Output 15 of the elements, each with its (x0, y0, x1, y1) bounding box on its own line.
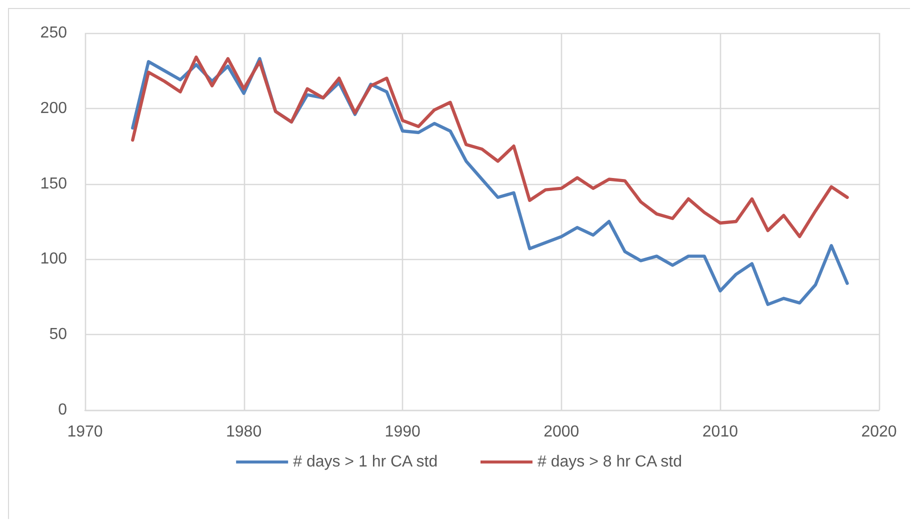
x-tick-label: 1970 (67, 424, 103, 440)
x-tick-label: 2010 (702, 424, 738, 440)
x-tick-label: 1990 (384, 424, 420, 440)
x-tick-label: 2020 (861, 424, 897, 440)
y-tick-label: 150 (40, 175, 68, 192)
y-tick-label: 250 (40, 24, 68, 42)
x-tick-label: 1980 (226, 424, 262, 440)
y-tick-label: 50 (49, 326, 68, 344)
y-tick-label: 0 (58, 402, 68, 418)
legend-label: # days > 8 hr CA std (538, 454, 682, 470)
legend-label: # days > 1 hr CA std (293, 454, 438, 470)
x-tick-label: 2000 (544, 424, 580, 440)
y-tick-label: 200 (40, 100, 68, 117)
y-tick-label: 100 (40, 250, 68, 268)
line-series (131, 56, 849, 238)
